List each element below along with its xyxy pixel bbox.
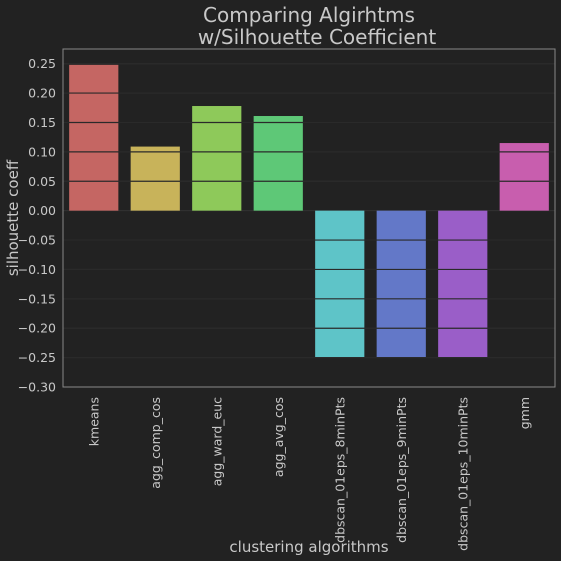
y-tick-label: 0.00	[28, 203, 56, 218]
bars	[69, 64, 549, 358]
x-tick-label: agg_avg_cos	[271, 397, 286, 477]
bar-dbscan_01eps_10minPts	[438, 210, 488, 358]
x-tick-label: agg_ward_euc	[209, 397, 224, 486]
bar-agg_ward_euc	[192, 106, 242, 211]
chart-title-line-2: w/Silhouette Coefficient	[198, 25, 437, 49]
bar-dbscan_01eps_8minPts	[315, 210, 365, 358]
x-axis-ticks: kmeans agg_comp_cos agg_ward_euc agg_avg_co…	[86, 397, 532, 551]
bar-gmm	[499, 143, 549, 211]
x-tick-label: agg_comp_cos	[148, 397, 163, 489]
bar-kmeans	[69, 64, 119, 211]
y-tick-label: −0.05	[18, 233, 56, 248]
x-tick-label: dbscan_01eps_10minPts	[455, 397, 470, 551]
x-tick-label: dbscan_01eps_9minPts	[394, 397, 409, 543]
x-axis-label: clustering algorithms	[229, 538, 388, 556]
y-axis-label: silhouette coeff	[4, 159, 22, 276]
y-tick-label: 0.10	[28, 144, 56, 159]
y-tick-label: 0.15	[28, 115, 56, 130]
x-tick-label: dbscan_01eps_8minPts	[332, 397, 347, 543]
x-tick-label: gmm	[517, 397, 532, 429]
y-tick-label: −0.10	[18, 262, 56, 277]
y-tick-label: −0.15	[18, 291, 56, 306]
bar-dbscan_01eps_9minPts	[376, 210, 426, 358]
x-tick-label: kmeans	[86, 397, 101, 446]
y-tick-label: −0.25	[18, 350, 56, 365]
bar-agg_avg_cos	[253, 116, 303, 211]
y-tick-label: −0.30	[18, 380, 56, 395]
chart-title-line-1: Comparing Algirhtms	[203, 3, 415, 27]
bar-agg_comp_cos	[130, 146, 180, 211]
y-tick-label: 0.20	[28, 86, 56, 101]
y-axis-ticks: 0.25 0.20 0.15 0.10 0.05 0.00 −0.05 −0.10 −0.15 −…	[18, 56, 56, 394]
y-tick-label: −0.20	[18, 321, 56, 336]
y-tick-label: 0.25	[28, 56, 56, 71]
plot-frame	[62, 48, 556, 388]
y-tick-label: 0.05	[28, 174, 56, 189]
